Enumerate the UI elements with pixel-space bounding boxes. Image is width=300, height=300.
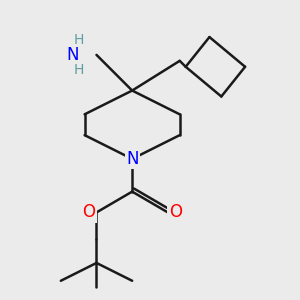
Text: H: H (74, 63, 84, 77)
Text: H: H (74, 33, 84, 47)
Text: O: O (169, 203, 182, 221)
Text: O: O (82, 203, 96, 221)
Text: N: N (126, 150, 138, 168)
Text: N: N (67, 46, 79, 64)
